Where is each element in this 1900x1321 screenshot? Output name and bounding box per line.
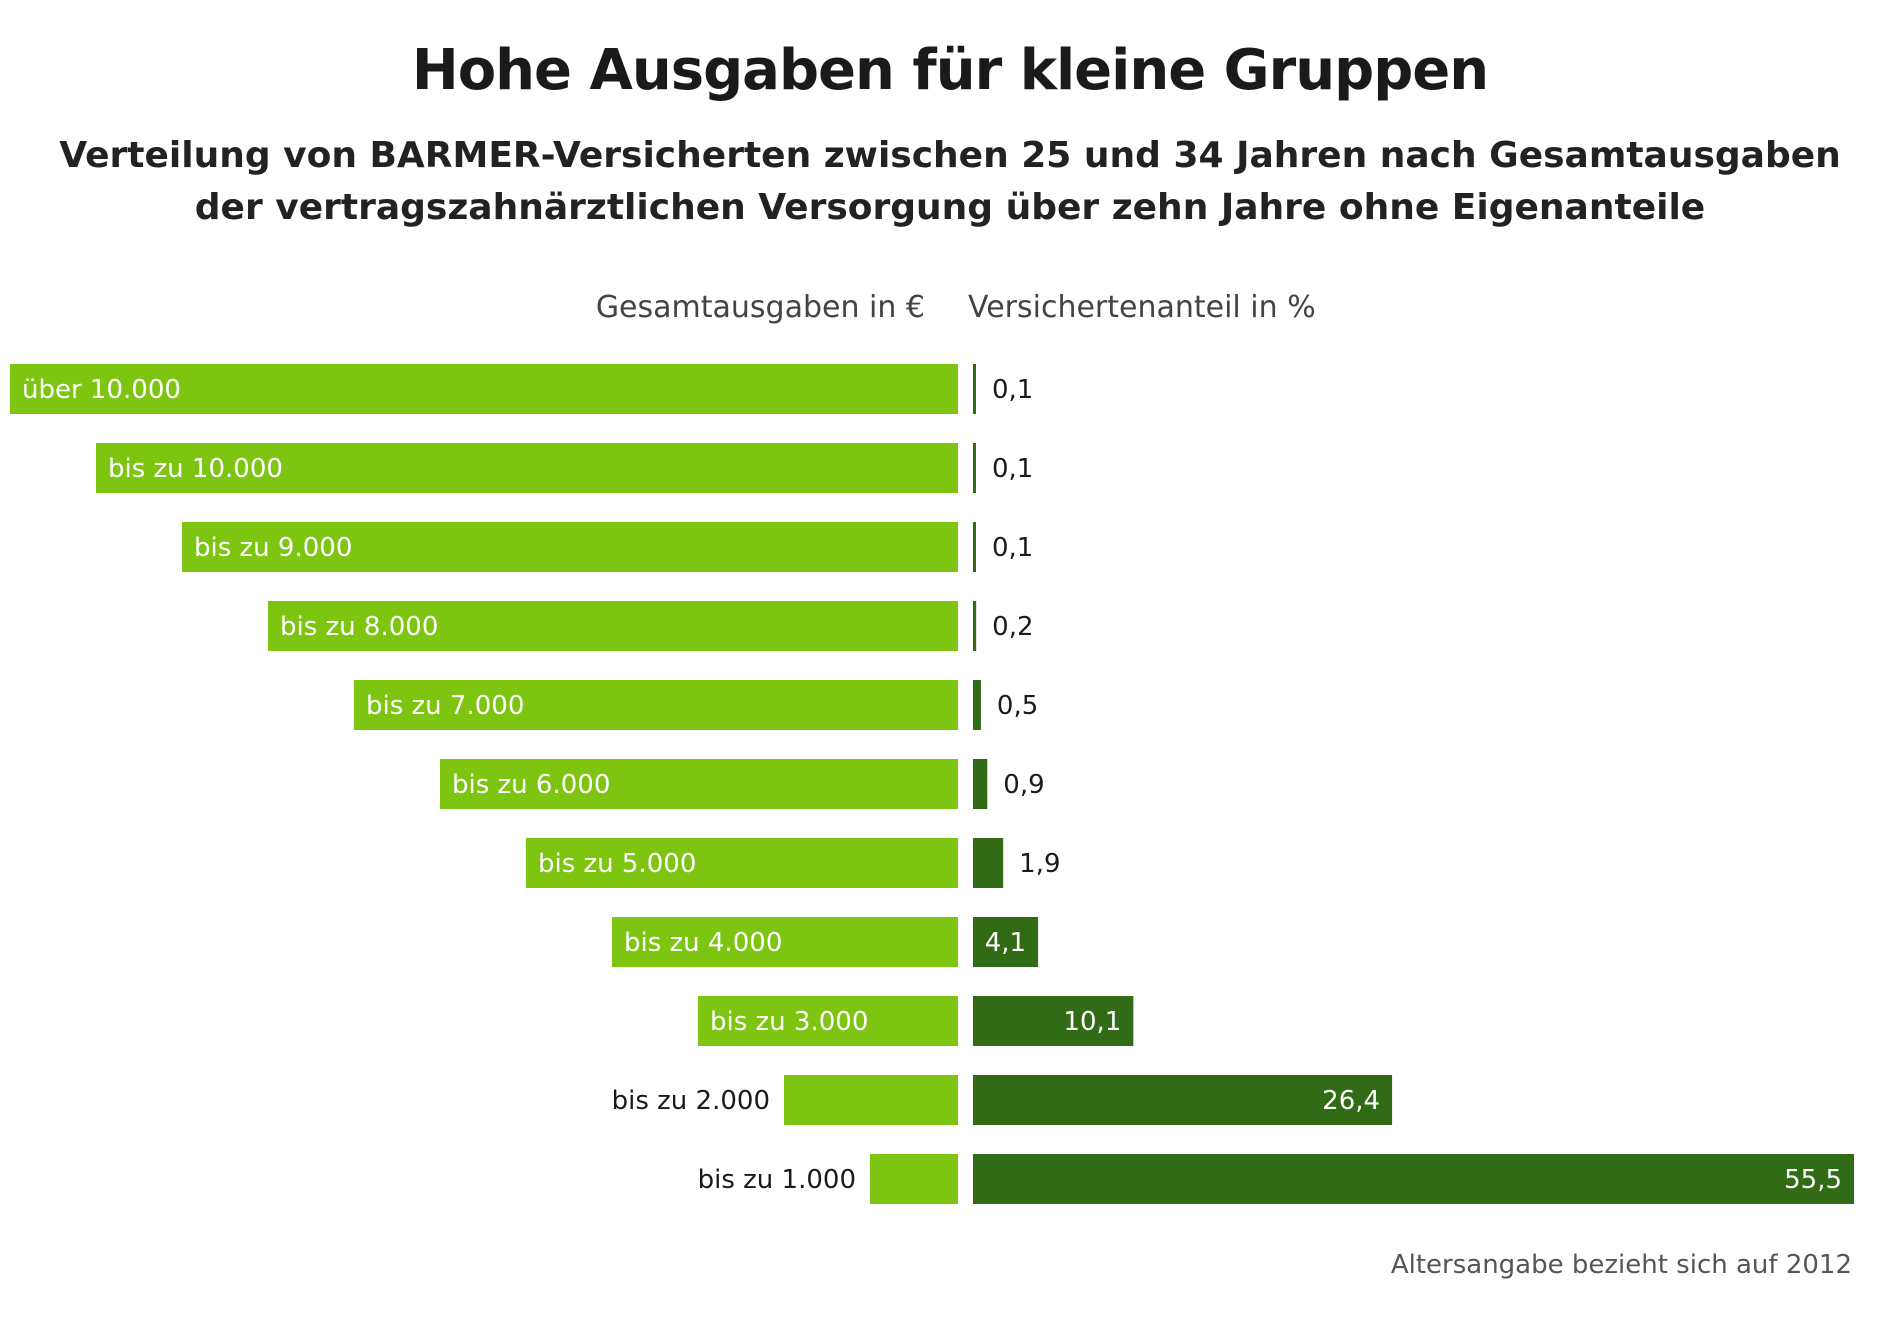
left-bar-7 — [612, 917, 958, 967]
category-label-1: bis zu 10.000 — [108, 454, 283, 484]
chart-title: Hohe Ausgaben für kleine Gruppen — [411, 38, 1489, 103]
left-bar-3 — [268, 601, 958, 651]
left-bar-10 — [870, 1154, 958, 1204]
value-label-10: 55,5 — [1784, 1165, 1842, 1195]
footnote: Altersangabe bezieht sich auf 2012 — [1390, 1250, 1852, 1280]
value-label-9: 26,4 — [1322, 1086, 1380, 1116]
category-label-7: bis zu 4.000 — [624, 928, 782, 958]
category-label-8: bis zu 3.000 — [710, 1007, 868, 1037]
subtitle-line-2: der vertragszahnärztlichen Versorgung üb… — [194, 187, 1706, 228]
right-column-header: Versichertenanteil in % — [968, 290, 1316, 325]
category-label-9: bis zu 2.000 — [612, 1086, 770, 1116]
category-label-10: bis zu 1.000 — [698, 1165, 856, 1195]
category-label-6: bis zu 5.000 — [538, 849, 696, 879]
category-label-3: bis zu 8.000 — [280, 612, 438, 642]
left-bar-5 — [440, 759, 958, 809]
right-bar-10 — [973, 1154, 1854, 1204]
right-bar-5 — [973, 759, 988, 809]
chart-subtitle: Verteilung von BARMER-Versicherten zwisc… — [0, 130, 1900, 234]
right-bar-0 — [973, 364, 976, 414]
value-label-1: 0,1 — [992, 454, 1033, 484]
category-label-4: bis zu 7.000 — [366, 691, 524, 721]
right-bar-2 — [973, 522, 976, 572]
value-label-7: 4,1 — [985, 928, 1026, 958]
left-column-header: Gesamtausgaben in € — [595, 290, 925, 325]
value-label-0: 0,1 — [992, 375, 1033, 405]
left-bar-8 — [698, 996, 958, 1046]
value-label-2: 0,1 — [992, 533, 1033, 563]
value-label-8: 10,1 — [1063, 1007, 1121, 1037]
left-bar-6 — [526, 838, 958, 888]
category-label-2: bis zu 9.000 — [194, 533, 352, 563]
value-label-6: 1,9 — [1019, 849, 1060, 879]
left-bar-0 — [10, 364, 958, 414]
right-bar-3 — [973, 601, 977, 651]
right-bar-9 — [973, 1075, 1393, 1125]
value-label-3: 0,2 — [992, 612, 1033, 642]
value-label-5: 0,9 — [1003, 770, 1044, 800]
right-bar-7 — [973, 917, 1039, 967]
left-bar-1 — [96, 443, 958, 493]
category-label-5: bis zu 6.000 — [452, 770, 610, 800]
category-label-0: über 10.000 — [22, 375, 181, 405]
value-label-4: 0,5 — [997, 691, 1038, 721]
right-bar-6 — [973, 838, 1004, 888]
right-bar-4 — [973, 680, 981, 730]
left-bar-2 — [182, 522, 958, 572]
right-bar-1 — [973, 443, 976, 493]
left-bar-9 — [784, 1075, 958, 1125]
right-bar-8 — [973, 996, 1134, 1046]
subtitle-line-1: Verteilung von BARMER-Versicherten zwisc… — [59, 135, 1841, 176]
left-bar-4 — [354, 680, 958, 730]
